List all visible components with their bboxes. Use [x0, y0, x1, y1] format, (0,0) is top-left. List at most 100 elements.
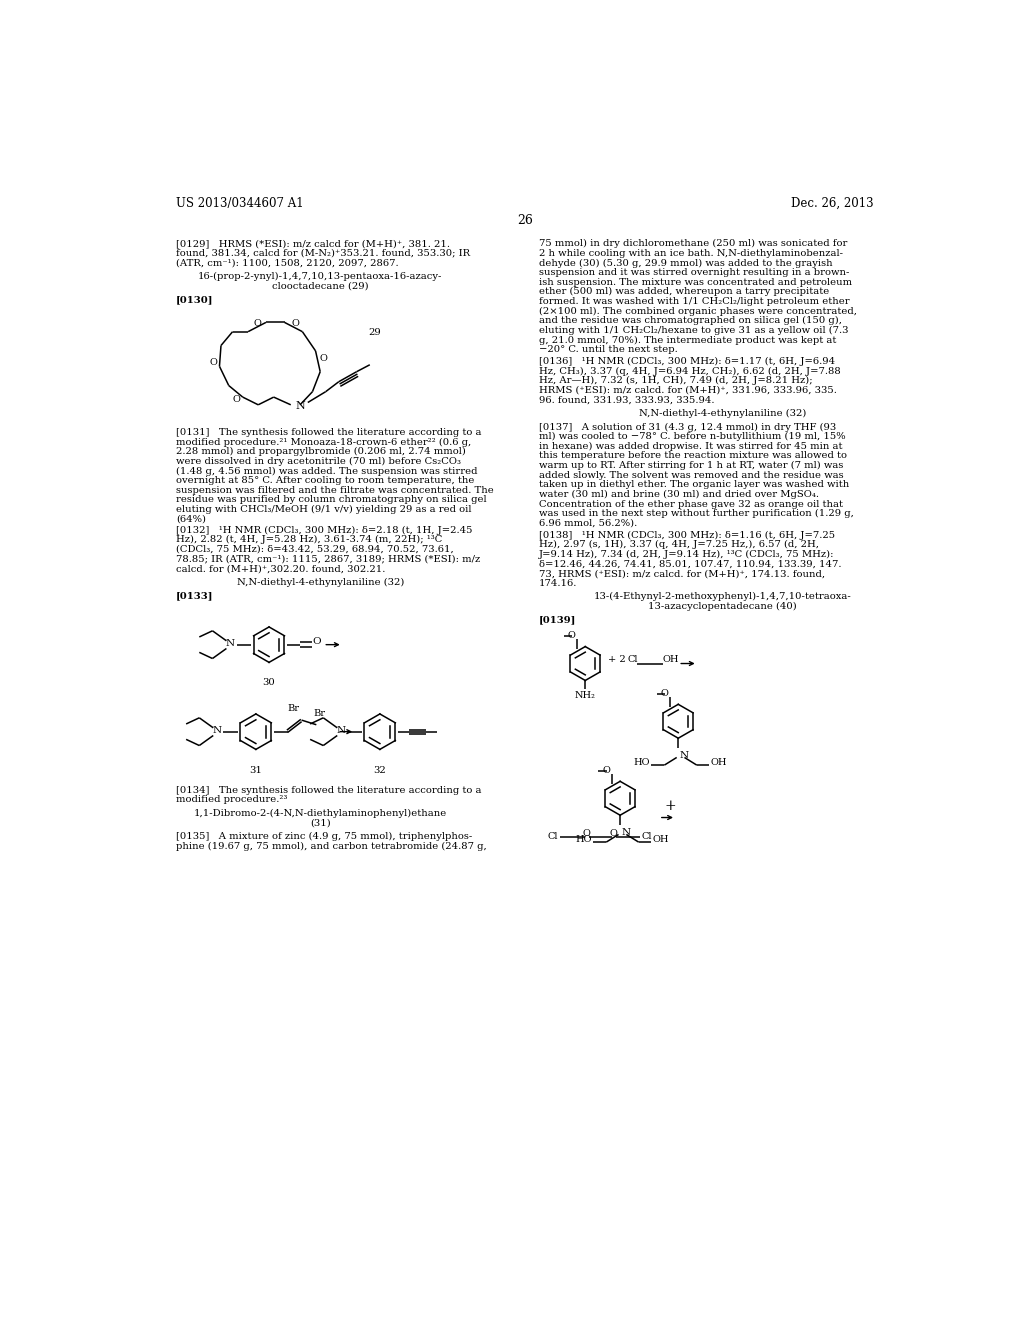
- Text: HO: HO: [633, 758, 649, 767]
- Text: 13-azacyclopentadecane (40): 13-azacyclopentadecane (40): [648, 602, 797, 611]
- Text: warm up to RT. After stirring for 1 h at RT, water (7 ml) was: warm up to RT. After stirring for 1 h at…: [539, 461, 843, 470]
- Text: ml) was cooled to −78° C. before n-butyllithium (19 ml, 15%: ml) was cooled to −78° C. before n-butyl…: [539, 432, 846, 441]
- Text: N: N: [295, 401, 305, 412]
- Text: Br: Br: [313, 709, 326, 718]
- Text: Br: Br: [287, 704, 299, 713]
- Text: (31): (31): [310, 818, 331, 828]
- Text: Hz), 2.97 (s, 1H), 3.37 (q, 4H, J=7.25 Hz,), 6.57 (d, 2H,: Hz), 2.97 (s, 1H), 3.37 (q, 4H, J=7.25 H…: [539, 540, 819, 549]
- Text: O: O: [582, 829, 590, 838]
- Text: O: O: [209, 358, 217, 367]
- Text: (2×100 ml). The combined organic phases were concentrated,: (2×100 ml). The combined organic phases …: [539, 306, 857, 315]
- Text: 75 mmol) in dry dichloromethane (250 ml) was sonicated for: 75 mmol) in dry dichloromethane (250 ml)…: [539, 239, 847, 248]
- Text: phine (19.67 g, 75 mmol), and carbon tetrabromide (24.87 g,: phine (19.67 g, 75 mmol), and carbon tet…: [176, 841, 486, 850]
- Text: N: N: [337, 726, 346, 735]
- Text: Concentration of the ether phase gave 32 as orange oil that: Concentration of the ether phase gave 32…: [539, 499, 843, 508]
- Text: Hz), 2.82 (t, 4H, J=5.28 Hz), 3.61-3.74 (m, 22H); ¹³C: Hz), 2.82 (t, 4H, J=5.28 Hz), 3.61-3.74 …: [176, 536, 442, 544]
- Text: 96. found, 331.93, 333.93, 335.94.: 96. found, 331.93, 333.93, 335.94.: [539, 396, 715, 404]
- Text: US 2013/0344607 A1: US 2013/0344607 A1: [176, 197, 304, 210]
- Text: HRMS (⁺ESI): m/z calcd. for (M+H)⁺, 331.96, 333.96, 335.: HRMS (⁺ESI): m/z calcd. for (M+H)⁺, 331.…: [539, 385, 837, 395]
- Text: Dec. 26, 2013: Dec. 26, 2013: [791, 197, 873, 210]
- Text: [0136]   ¹H NMR (CDCl₃, 300 MHz): δ=1.17 (t, 6H, J=6.94: [0136] ¹H NMR (CDCl₃, 300 MHz): δ=1.17 (…: [539, 358, 835, 366]
- Text: (ATR, cm⁻¹): 1100, 1508, 2120, 2097, 2867.: (ATR, cm⁻¹): 1100, 1508, 2120, 2097, 286…: [176, 259, 398, 268]
- Text: O: O: [567, 631, 575, 640]
- Text: [0129]   HRMS (*ESI): m/z calcd for (M+H)⁺, 381. 21.: [0129] HRMS (*ESI): m/z calcd for (M+H)⁺…: [176, 239, 451, 248]
- Text: [0134]   The synthesis followed the literature according to a: [0134] The synthesis followed the litera…: [176, 785, 481, 795]
- Text: O: O: [292, 319, 299, 329]
- Text: O: O: [602, 766, 610, 775]
- Text: O: O: [312, 638, 322, 645]
- Text: [0135]   A mixture of zinc (4.9 g, 75 mmol), triphenylphos-: [0135] A mixture of zinc (4.9 g, 75 mmol…: [176, 832, 472, 841]
- Text: Cl: Cl: [641, 833, 651, 841]
- Text: suspension was filtered and the filtrate was concentrated. The: suspension was filtered and the filtrate…: [176, 486, 494, 495]
- Text: 73, HRMS (⁺ESI): m/z calcd. for (M+H)⁺, 174.13. found,: 73, HRMS (⁺ESI): m/z calcd. for (M+H)⁺, …: [539, 569, 825, 578]
- Text: 1,1-Dibromo-2-(4-N,N-diethylaminophenyl)ethane: 1,1-Dibromo-2-(4-N,N-diethylaminophenyl)…: [194, 809, 446, 818]
- Text: 6.96 mmol, 56.2%).: 6.96 mmol, 56.2%).: [539, 519, 637, 528]
- Text: OH: OH: [663, 655, 679, 664]
- Text: clooctadecane (29): clooctadecane (29): [272, 281, 369, 290]
- Text: found, 381.34, calcd for (M-N₂)⁺353.21. found, 353.30; IR: found, 381.34, calcd for (M-N₂)⁺353.21. …: [176, 249, 470, 257]
- Text: Hz, CH₃), 3.37 (q, 4H, J=6.94 Hz, CH₂), 6.62 (d, 2H, J=7.88: Hz, CH₃), 3.37 (q, 4H, J=6.94 Hz, CH₂), …: [539, 367, 841, 376]
- Text: modified procedure.²³: modified procedure.²³: [176, 795, 288, 804]
- Text: in hexane) was added dropwise. It was stirred for 45 min at: in hexane) was added dropwise. It was st…: [539, 442, 843, 451]
- Text: ether (500 ml) was added, whereupon a tarry precipitate: ether (500 ml) was added, whereupon a ta…: [539, 288, 829, 297]
- Text: eluting with 1/1 CH₂Cl₂/hexane to give 31 as a yellow oil (7.3: eluting with 1/1 CH₂Cl₂/hexane to give 3…: [539, 326, 848, 335]
- Text: [0138]   ¹H NMR (CDCl₃, 300 MHz): δ=1.16 (t, 6H, J=7.25: [0138] ¹H NMR (CDCl₃, 300 MHz): δ=1.16 (…: [539, 531, 835, 540]
- Text: calcd. for (M+H)⁺,302.20. found, 302.21.: calcd. for (M+H)⁺,302.20. found, 302.21.: [176, 564, 385, 573]
- Text: HO: HO: [574, 834, 592, 843]
- Text: OH: OH: [652, 834, 669, 843]
- Text: [0133]: [0133]: [176, 591, 214, 601]
- Text: [0139]: [0139]: [539, 615, 577, 624]
- Text: 32: 32: [374, 767, 386, 775]
- Text: [0130]: [0130]: [176, 296, 214, 304]
- Text: were dissolved in dry acetonitrile (70 ml) before Cs₂CO₃: were dissolved in dry acetonitrile (70 m…: [176, 457, 461, 466]
- Text: O: O: [319, 354, 328, 363]
- Text: 13-(4-Ethynyl-2-methoxyphenyl)-1,4,7,10-tetraoxa-: 13-(4-Ethynyl-2-methoxyphenyl)-1,4,7,10-…: [594, 593, 851, 602]
- Text: 30: 30: [263, 677, 275, 686]
- Text: 26: 26: [517, 214, 532, 227]
- Text: −20° C. until the next step.: −20° C. until the next step.: [539, 345, 678, 354]
- Text: 174.16.: 174.16.: [539, 578, 578, 587]
- Text: Cl: Cl: [548, 833, 558, 841]
- Text: N: N: [622, 828, 631, 837]
- Text: added slowly. The solvent was removed and the residue was: added slowly. The solvent was removed an…: [539, 471, 844, 479]
- Text: formed. It was washed with 1/1 CH₂Cl₂/light petroleum ether: formed. It was washed with 1/1 CH₂Cl₂/li…: [539, 297, 849, 306]
- Text: 29: 29: [369, 327, 381, 337]
- Text: 31: 31: [250, 767, 262, 775]
- Text: (CDCl₃, 75 MHz): δ=43.42, 53.29, 68.94, 70.52, 73.61,: (CDCl₃, 75 MHz): δ=43.42, 53.29, 68.94, …: [176, 545, 454, 554]
- Text: N,N-diethyl-4-ethynylaniline (32): N,N-diethyl-4-ethynylaniline (32): [639, 409, 806, 418]
- Text: (1.48 g, 4.56 mmol) was added. The suspension was stirred: (1.48 g, 4.56 mmol) was added. The suspe…: [176, 466, 477, 475]
- Text: N: N: [680, 751, 689, 759]
- Text: [0131]   The synthesis followed the literature according to a: [0131] The synthesis followed the litera…: [176, 428, 481, 437]
- Text: 2.28 mmol) and propargylbromide (0.206 ml, 2.74 mmol): 2.28 mmol) and propargylbromide (0.206 m…: [176, 447, 466, 457]
- Text: O: O: [254, 319, 261, 329]
- Text: O: O: [609, 829, 617, 838]
- Text: N: N: [225, 639, 234, 648]
- Text: OH: OH: [711, 758, 727, 767]
- Text: O: O: [660, 689, 669, 698]
- Text: +: +: [665, 799, 676, 813]
- Text: J=9.14 Hz), 7.34 (d, 2H, J=9.14 Hz), ¹³C (CDCl₃, 75 MHz):: J=9.14 Hz), 7.34 (d, 2H, J=9.14 Hz), ¹³C…: [539, 550, 835, 560]
- Text: water (30 ml) and brine (30 ml) and dried over MgSO₄.: water (30 ml) and brine (30 ml) and drie…: [539, 490, 819, 499]
- Text: 2 h while cooling with an ice bath. N,N-diethylaminobenzal-: 2 h while cooling with an ice bath. N,N-…: [539, 249, 843, 257]
- Text: suspension and it was stirred overnight resulting in a brown-: suspension and it was stirred overnight …: [539, 268, 849, 277]
- Text: O: O: [232, 395, 241, 404]
- Text: was used in the next step without further purification (1.29 g,: was used in the next step without furthe…: [539, 510, 854, 519]
- Text: 16-(prop-2-ynyl)-1,4,7,10,13-pentaoxa-16-azacy-: 16-(prop-2-ynyl)-1,4,7,10,13-pentaoxa-16…: [198, 272, 442, 281]
- Text: Hz, Ar—H), 7.32 (s, 1H, CH), 7.49 (d, 2H, J=8.21 Hz);: Hz, Ar—H), 7.32 (s, 1H, CH), 7.49 (d, 2H…: [539, 376, 812, 385]
- Text: [0132]   ¹H NMR (CDCl₃, 300 MHz): δ=2.18 (t, 1H, J=2.45: [0132] ¹H NMR (CDCl₃, 300 MHz): δ=2.18 (…: [176, 525, 472, 535]
- Text: (64%): (64%): [176, 515, 206, 524]
- Text: + 2: + 2: [608, 655, 627, 664]
- Text: eluting with CHCl₃/MeOH (9/1 v/v) yielding 29 as a red oil: eluting with CHCl₃/MeOH (9/1 v/v) yieldi…: [176, 506, 471, 513]
- Text: this temperature before the reaction mixture was allowed to: this temperature before the reaction mix…: [539, 451, 847, 461]
- Text: overnight at 85° C. After cooling to room temperature, the: overnight at 85° C. After cooling to roo…: [176, 477, 474, 484]
- Text: ish suspension. The mixture was concentrated and petroleum: ish suspension. The mixture was concentr…: [539, 277, 852, 286]
- Text: residue was purified by column chromatography on silica gel: residue was purified by column chromatog…: [176, 495, 486, 504]
- Text: [0137]   A solution of 31 (4.3 g, 12.4 mmol) in dry THF (93: [0137] A solution of 31 (4.3 g, 12.4 mmo…: [539, 422, 836, 432]
- Text: NH₂: NH₂: [574, 692, 596, 700]
- Text: g, 21.0 mmol, 70%). The intermediate product was kept at: g, 21.0 mmol, 70%). The intermediate pro…: [539, 335, 837, 345]
- Text: N,N-diethyl-4-ethynylaniline (32): N,N-diethyl-4-ethynylaniline (32): [237, 578, 403, 587]
- Text: dehyde (30) (5.30 g, 29.9 mmol) was added to the grayish: dehyde (30) (5.30 g, 29.9 mmol) was adde…: [539, 259, 833, 268]
- Text: Cl: Cl: [628, 655, 638, 664]
- Text: and the residue was chromatographed on silica gel (150 g),: and the residue was chromatographed on s…: [539, 317, 842, 325]
- Text: δ=12.46, 44.26, 74.41, 85.01, 107.47, 110.94, 133.39, 147.: δ=12.46, 44.26, 74.41, 85.01, 107.47, 11…: [539, 560, 842, 569]
